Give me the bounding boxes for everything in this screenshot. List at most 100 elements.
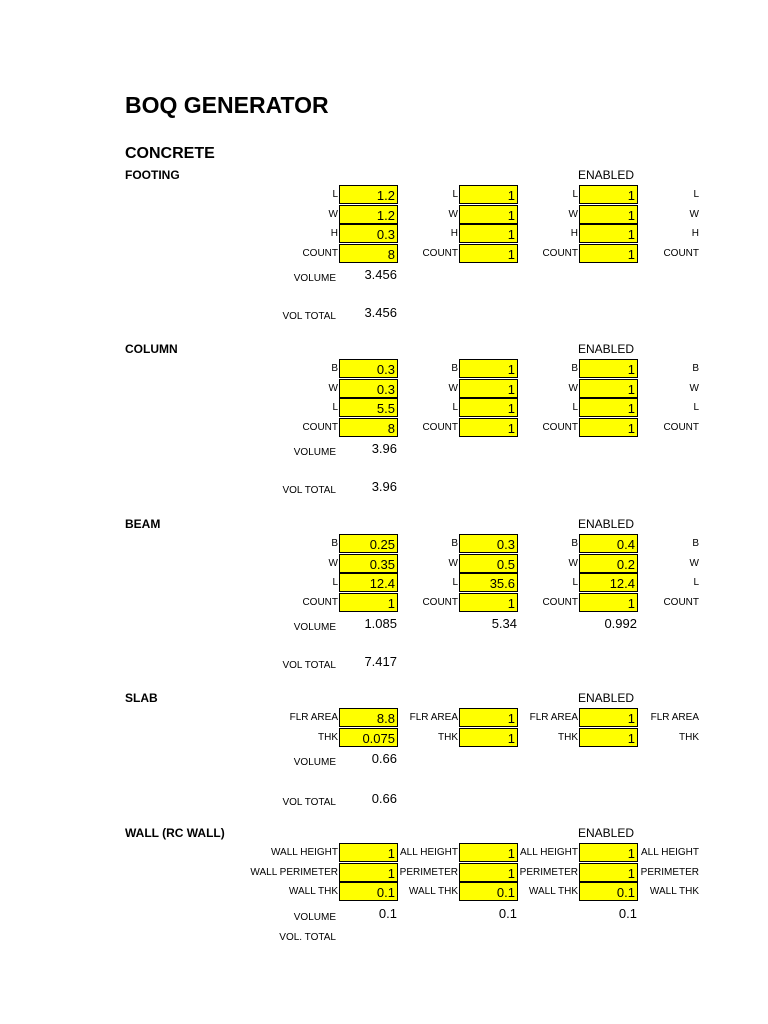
input-cell[interactable]: 0.3: [339, 224, 398, 243]
input-cell[interactable]: 1: [339, 592, 398, 612]
input-cell[interactable]: 1: [339, 862, 398, 882]
field-label: WALL THK: [528, 886, 578, 897]
field-label: COUNT: [302, 596, 338, 608]
vol-total-label: VOL TOTAL: [282, 485, 336, 496]
enabled-label: ENABLED: [577, 342, 635, 356]
field-label: FLR AREA: [409, 712, 458, 723]
input-cell[interactable]: 0.5: [459, 553, 518, 573]
input-cell[interactable]: 1: [579, 243, 638, 263]
field-label: PERIMETER: [640, 866, 699, 878]
input-cell[interactable]: 0.3: [459, 534, 518, 553]
input-cell[interactable]: 1.2: [339, 204, 398, 224]
field-label: W: [448, 382, 458, 394]
input-cell[interactable]: 1: [459, 185, 518, 204]
input-cell[interactable]: 1: [459, 243, 518, 263]
input-cell[interactable]: 1: [459, 417, 518, 437]
input-cell[interactable]: 1: [459, 862, 518, 882]
field-label: FLR AREA: [289, 712, 338, 723]
enabled-label: ENABLED: [577, 826, 635, 840]
field-label: L: [332, 189, 338, 200]
input-cell[interactable]: 0.35: [339, 553, 398, 573]
section-title: FOOTING: [125, 168, 180, 182]
input-cell[interactable]: 8: [339, 243, 398, 263]
field-label: B: [451, 363, 458, 374]
volume-label: VOLUME: [293, 447, 336, 458]
input-cell[interactable]: 1.2: [339, 185, 398, 204]
input-cell[interactable]: 1: [579, 224, 638, 243]
volume-label: VOLUME: [293, 757, 336, 768]
field-label: COUNT: [542, 421, 578, 433]
input-cell[interactable]: 1: [459, 359, 518, 378]
field-label: COUNT: [302, 421, 338, 433]
input-cell[interactable]: 35.6: [459, 573, 518, 592]
field-label: COUNT: [302, 247, 338, 259]
input-cell[interactable]: 1: [459, 224, 518, 243]
input-cell[interactable]: 1: [459, 398, 518, 417]
section-title: SLAB: [125, 691, 158, 705]
input-cell[interactable]: 1: [459, 843, 518, 862]
input-cell[interactable]: 1: [579, 185, 638, 204]
volume-value: 3.96: [371, 441, 397, 456]
volume-value: 5.34: [491, 616, 517, 631]
input-cell[interactable]: 1: [579, 398, 638, 417]
field-label: COUNT: [663, 421, 699, 433]
field-label: COUNT: [422, 596, 458, 608]
input-cell[interactable]: 1: [579, 862, 638, 882]
input-cell[interactable]: 1: [579, 843, 638, 862]
input-cell[interactable]: 12.4: [579, 573, 638, 592]
input-cell[interactable]: 0.075: [339, 727, 398, 747]
input-cell[interactable]: 1: [459, 204, 518, 224]
field-label: L: [572, 577, 578, 588]
vol-total-label: VOL TOTAL: [282, 311, 336, 322]
input-cell[interactable]: 1: [579, 592, 638, 612]
input-cell[interactable]: 0.1: [459, 882, 518, 901]
volume-label: VOLUME: [293, 911, 336, 923]
input-cell[interactable]: 0.1: [579, 882, 638, 901]
input-cell[interactable]: 1: [579, 708, 638, 727]
field-label: L: [452, 189, 458, 200]
enabled-label: ENABLED: [577, 517, 635, 531]
input-cell[interactable]: 0.3: [339, 359, 398, 378]
field-label: L: [452, 577, 458, 588]
input-cell[interactable]: 8: [339, 417, 398, 437]
volume-value: 0.66: [371, 751, 397, 766]
field-label: W: [328, 382, 338, 394]
input-cell[interactable]: 0.4: [579, 534, 638, 553]
field-label: W: [689, 382, 699, 394]
field-label: L: [572, 189, 578, 200]
field-label: COUNT: [663, 596, 699, 608]
volume-value: 0.1: [618, 905, 637, 921]
input-cell[interactable]: 1: [459, 378, 518, 398]
enabled-label: ENABLED: [577, 168, 635, 182]
field-label: W: [568, 557, 578, 569]
input-cell[interactable]: 1: [579, 378, 638, 398]
page-title: BOQ GENERATOR: [125, 92, 329, 118]
category-heading: CONCRETE: [125, 145, 215, 162]
input-cell[interactable]: 0.3: [339, 378, 398, 398]
input-cell[interactable]: 1: [579, 417, 638, 437]
field-label: COUNT: [422, 421, 458, 433]
field-label: H: [691, 228, 699, 239]
field-label: PERIMETER: [399, 866, 458, 878]
input-cell[interactable]: 0.1: [339, 882, 398, 901]
input-cell[interactable]: 0.25: [339, 534, 398, 553]
input-cell[interactable]: 8.8: [339, 708, 398, 727]
input-cell[interactable]: 1: [579, 727, 638, 747]
enabled-label: ENABLED: [577, 691, 635, 705]
input-cell[interactable]: 5.5: [339, 398, 398, 417]
field-label: L: [332, 402, 338, 413]
input-cell[interactable]: 1: [459, 592, 518, 612]
field-label: ALL HEIGHT: [520, 847, 578, 858]
field-label: WALL PERIMETER: [250, 866, 338, 878]
field-label: B: [571, 363, 578, 374]
input-cell[interactable]: 1: [459, 708, 518, 727]
input-cell[interactable]: 12.4: [339, 573, 398, 592]
field-label: COUNT: [542, 247, 578, 259]
input-cell[interactable]: 1: [459, 727, 518, 747]
section-title: WALL (RC WALL): [125, 826, 225, 840]
input-cell[interactable]: 1: [579, 359, 638, 378]
field-label: W: [689, 208, 699, 220]
input-cell[interactable]: 0.2: [579, 553, 638, 573]
input-cell[interactable]: 1: [339, 843, 398, 862]
input-cell[interactable]: 1: [579, 204, 638, 224]
